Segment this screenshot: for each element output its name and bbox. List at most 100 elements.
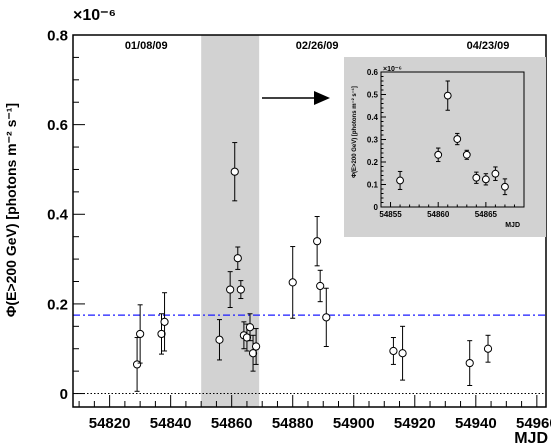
data-point [491, 166, 500, 181]
y-tick-label: 0 [374, 203, 379, 212]
data-point [398, 325, 407, 381]
inset-y-axis-multiplier: ×10⁻⁶ [383, 66, 402, 73]
main-plot: 54820 54840 54860 54880 54900 54920 54940 5496 0… [3, 7, 551, 447]
y-tick-label: 0.4 [367, 113, 379, 122]
data-marker [443, 91, 452, 100]
x-tick-label: 54880 [272, 415, 314, 432]
data-point [215, 319, 224, 361]
data-marker [316, 281, 325, 291]
x-tick-label: 54860 [427, 210, 450, 219]
x-tick-label: 54855 [379, 210, 402, 219]
data-marker [236, 285, 245, 294]
data-marker [160, 317, 169, 326]
data-marker [136, 329, 145, 339]
x-tick-label: 54860 [211, 415, 253, 432]
data-marker [462, 150, 471, 159]
data-marker [288, 278, 297, 287]
inset-plot-frame [380, 71, 525, 208]
data-point [472, 171, 481, 184]
data-marker [501, 182, 509, 191]
y-tick-label: 0.5 [367, 90, 379, 99]
y-tick-label: 0.6 [47, 117, 68, 134]
data-point [501, 178, 509, 196]
date-label: 02/26/09 [296, 40, 339, 52]
date-annotations: 01/08/09 02/26/09 04/23/09 [125, 40, 510, 52]
data-point [313, 216, 322, 267]
x-tick-label: 54900 [333, 415, 375, 432]
data-marker [465, 358, 474, 368]
y-axis-ticks: 0 0.2 0.4 0.6 0.8 [47, 27, 85, 403]
zoom-arrow-head [314, 91, 330, 105]
data-point [160, 292, 169, 352]
data-marker [491, 169, 500, 178]
data-point [434, 147, 443, 163]
y-tick-label: 0.8 [47, 27, 68, 44]
data-marker [389, 346, 398, 356]
y-tick-label: 0.1 [367, 180, 379, 189]
data-point [389, 337, 398, 365]
data-marker [245, 323, 255, 332]
data-point [248, 334, 258, 372]
data-points [132, 142, 493, 392]
y-axis-multiplier: ×10⁻⁶ [73, 7, 116, 24]
data-point [245, 313, 255, 342]
x-tick-label: 54865 [475, 210, 498, 219]
data-marker [313, 237, 322, 246]
data-point [132, 337, 142, 392]
data-point [233, 246, 242, 270]
data-point [443, 80, 452, 111]
data-marker [434, 150, 443, 159]
data-point [322, 287, 331, 347]
y-tick-label: 0.2 [47, 296, 68, 313]
data-point [230, 142, 239, 202]
y-tick-label: 0.4 [47, 207, 69, 224]
y-tick-label: 0.3 [367, 135, 379, 144]
inset-y-axis-ticks: 0 0.1 0.2 0.3 0.4 0.5 0.6 [367, 68, 386, 212]
data-marker [322, 313, 331, 322]
data-marker [230, 167, 239, 176]
y-tick-label: 0.6 [367, 68, 379, 77]
data-point [462, 149, 471, 160]
x-axis-label: MJD [514, 430, 548, 447]
inset-x-axis-label: MJD [505, 222, 520, 229]
highlight-region [201, 35, 260, 407]
data-marker [251, 342, 261, 351]
data-marker [215, 335, 224, 344]
data-point [481, 173, 490, 186]
data-marker [132, 360, 142, 369]
data-marker [396, 176, 404, 185]
data-point [236, 280, 245, 300]
data-marker [248, 349, 258, 358]
inset-data-points [396, 80, 509, 196]
data-marker [157, 329, 166, 339]
data-point [288, 246, 297, 319]
data-marker [242, 333, 252, 342]
data-point [453, 132, 462, 146]
data-point [316, 269, 325, 303]
x-tick-label: 54940 [455, 415, 497, 432]
y-tick-label: 0 [60, 386, 68, 403]
date-label: 04/23/09 [467, 40, 510, 52]
inset-y-axis-label: Φ(E>200 GeV) [photons m⁻² s⁻¹] [351, 86, 358, 178]
data-point [396, 170, 404, 190]
inset-plot: 54855 54860 54865 00.10.20.30.40.50.6 MJD … [344, 57, 546, 237]
date-label: 01/08/09 [125, 40, 168, 52]
data-marker [483, 344, 493, 353]
data-marker [472, 173, 481, 182]
data-marker [233, 254, 242, 263]
data-point [136, 304, 145, 364]
x-tick-label: 54820 [89, 415, 131, 432]
data-point [465, 340, 474, 386]
data-point [226, 271, 235, 309]
data-marker [226, 285, 235, 294]
data-point [251, 328, 261, 365]
x-tick-label: 54840 [150, 415, 192, 432]
data-marker [453, 135, 462, 143]
x-tick-label: 54920 [394, 415, 436, 432]
y-tick-label: 0.2 [367, 158, 379, 167]
data-point [483, 334, 493, 363]
data-marker [398, 349, 407, 358]
